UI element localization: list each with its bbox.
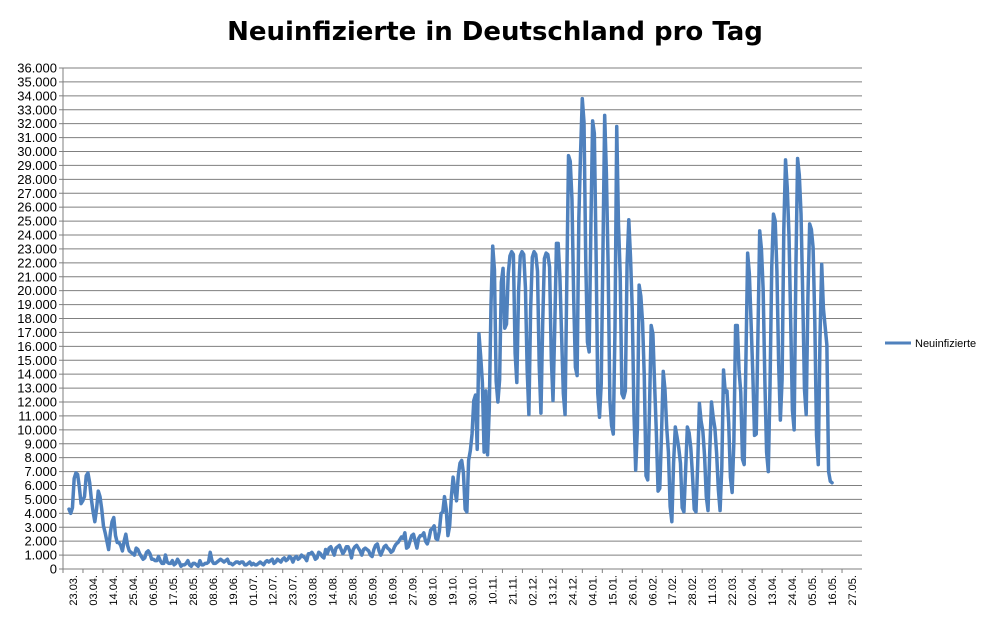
- y-tick-label: 1.000: [24, 548, 57, 563]
- x-tick-label: 19.06.: [228, 575, 240, 606]
- chart-title: Neuinfizierte in Deutschland pro Tag: [227, 17, 763, 47]
- y-tick-label: 22.000: [17, 255, 57, 270]
- x-tick-label: 06.05.: [148, 575, 160, 606]
- y-tick-label: 20.000: [17, 283, 57, 298]
- x-tick-label: 13.04.: [767, 575, 779, 606]
- y-tick-label: 11.000: [18, 408, 57, 423]
- y-tick-label: 0: [50, 562, 57, 577]
- x-tick-label: 03.04.: [88, 575, 100, 606]
- y-tick-label: 33.000: [17, 102, 57, 117]
- x-tick-label: 01.07.: [248, 575, 260, 606]
- x-tick-label: 08.06.: [208, 575, 220, 606]
- x-tick-label: 23.03.: [68, 575, 80, 606]
- x-tick-label: 28.05.: [188, 575, 200, 606]
- x-tick-label: 30.10.: [467, 575, 479, 606]
- x-tick-label: 10.11.: [487, 575, 499, 605]
- x-tick-label: 16.05.: [827, 575, 839, 606]
- y-axis-labels: 01.0002.0003.0004.0005.0006.0007.0008.00…: [17, 61, 57, 577]
- x-tick-label: 17.05.: [168, 575, 180, 606]
- y-tick-label: 23.000: [17, 241, 57, 256]
- x-tick-label: 05.05.: [807, 575, 819, 606]
- x-tick-label: 22.03.: [727, 575, 739, 606]
- y-tick-label: 32.000: [17, 116, 57, 131]
- y-tick-label: 8.000: [24, 450, 57, 465]
- y-tick-label: 16.000: [17, 339, 57, 354]
- y-tick-label: 34.000: [17, 88, 57, 103]
- y-tick-label: 30.000: [17, 144, 57, 159]
- x-tick-label: 04.01.: [587, 575, 599, 606]
- y-tick-label: 35.000: [17, 74, 57, 89]
- y-tick-label: 6.000: [24, 478, 57, 493]
- y-tick-label: 29.000: [17, 158, 57, 173]
- x-tick-label: 26.01.: [627, 575, 639, 606]
- x-tick-label: 06.02.: [647, 575, 659, 606]
- x-tick-label: 03.08.: [308, 575, 320, 606]
- x-tick-label: 24.12.: [567, 575, 579, 606]
- y-tick-label: 27.000: [17, 186, 57, 201]
- x-axis-labels: 23.03. 03.04. 14.04. 25.04. 06.05. 17.05. 28.0…: [68, 575, 859, 606]
- legend: Neuinfizierte: [885, 338, 976, 350]
- y-tick-label: 17.000: [17, 325, 57, 340]
- series-layer: [67, 96, 834, 568]
- series-line: [67, 96, 834, 568]
- x-tick-label: 14.04.: [108, 575, 120, 606]
- x-tick-label: 05.09.: [368, 575, 380, 606]
- x-tick-label: 08.10.: [428, 575, 440, 606]
- y-tick-label: 9.000: [24, 436, 57, 451]
- y-tick-label: 14.000: [17, 367, 57, 382]
- x-tick-label: 19.10.: [448, 575, 460, 606]
- y-tick-label: 31.000: [17, 130, 57, 145]
- axis-layer: [59, 67, 862, 573]
- x-tick-label: 17.02.: [667, 575, 679, 606]
- x-tick-label: 14.08.: [328, 575, 340, 606]
- x-tick-label: 27.05.: [847, 575, 859, 606]
- grid-layer: [63, 67, 862, 570]
- y-tick-label: 26.000: [17, 200, 57, 215]
- x-tick-label: 25.04.: [128, 575, 140, 606]
- x-tick-label: 16.09.: [388, 575, 400, 606]
- y-tick-label: 3.000: [24, 520, 57, 535]
- x-tick-label: 24.04.: [787, 575, 799, 606]
- y-tick-label: 10.000: [17, 422, 57, 437]
- x-tick-label: 23.07.: [288, 575, 300, 606]
- y-tick-label: 12.000: [17, 395, 57, 410]
- x-tick-label: 11.03.: [707, 575, 719, 605]
- x-tick-label: 28.02.: [687, 575, 699, 606]
- x-tick-label: 27.09.: [408, 575, 420, 606]
- x-tick-label: 12.07.: [268, 575, 280, 606]
- y-tick-label: 24.000: [17, 228, 57, 243]
- y-tick-label: 4.000: [24, 506, 57, 521]
- x-tick-label: 15.01.: [607, 575, 619, 606]
- y-tick-label: 13.000: [17, 381, 57, 396]
- y-tick-label: 15.000: [17, 353, 57, 368]
- y-tick-label: 18.000: [17, 311, 57, 326]
- x-tick-label: 13.12.: [547, 575, 559, 606]
- y-tick-label: 21.000: [17, 269, 57, 284]
- y-tick-label: 5.000: [24, 492, 57, 507]
- y-tick-label: 19.000: [17, 297, 57, 312]
- legend-label: Neuinfizierte: [915, 338, 976, 350]
- y-tick-label: 2.000: [24, 534, 57, 549]
- y-tick-label: 25.000: [17, 214, 57, 229]
- y-tick-label: 36.000: [17, 61, 57, 76]
- y-tick-label: 28.000: [17, 172, 57, 187]
- x-tick-label: 02.12.: [527, 575, 539, 606]
- x-tick-label: 21.11.: [507, 575, 519, 605]
- x-tick-label: 25.08.: [348, 575, 360, 606]
- x-tick-label: 02.04.: [747, 575, 759, 606]
- y-tick-label: 7.000: [24, 464, 57, 479]
